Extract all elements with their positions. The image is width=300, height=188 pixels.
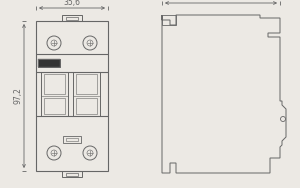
Bar xyxy=(63,136,81,143)
Bar xyxy=(66,138,78,141)
Bar xyxy=(44,98,65,114)
Bar xyxy=(38,59,60,67)
Bar xyxy=(76,74,97,94)
Text: 74,1: 74,1 xyxy=(213,0,230,2)
Bar xyxy=(44,74,65,94)
Bar xyxy=(76,98,97,114)
Bar xyxy=(62,15,82,21)
Bar xyxy=(66,173,78,176)
Bar xyxy=(73,72,100,116)
Bar xyxy=(62,171,82,177)
Bar xyxy=(41,72,68,116)
Bar xyxy=(66,17,78,20)
Text: 97,2: 97,2 xyxy=(14,88,22,105)
Bar xyxy=(36,21,108,171)
Bar xyxy=(38,59,60,67)
Text: 35,6: 35,6 xyxy=(64,0,80,7)
Bar xyxy=(162,15,176,25)
